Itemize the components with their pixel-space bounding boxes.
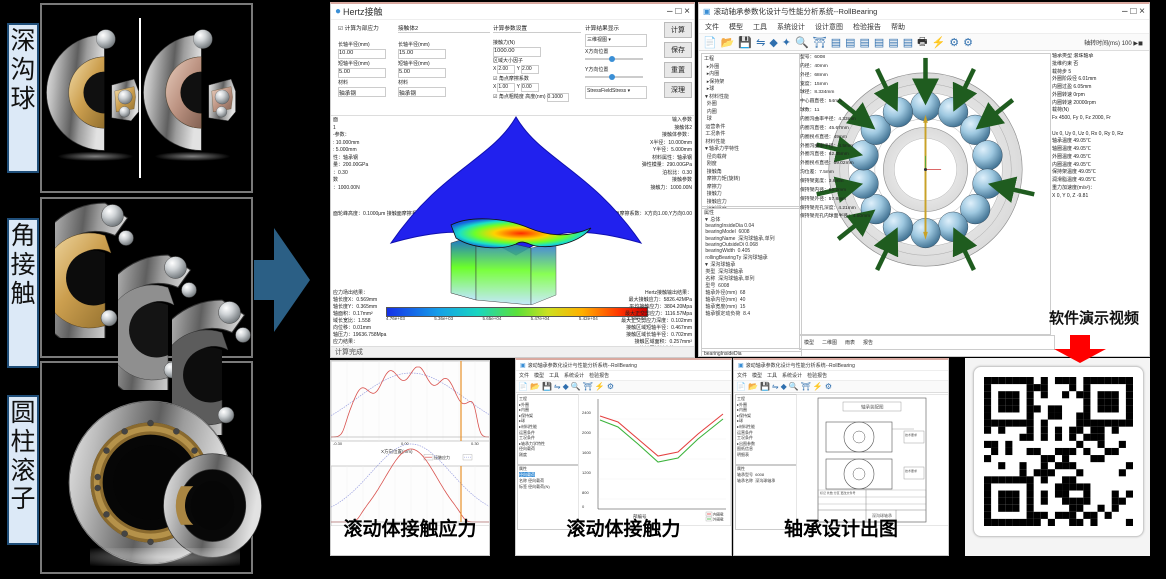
- svg-text:1200: 1200: [582, 470, 592, 475]
- svg-text:标记 处数 分区 更改文件号: 标记 处数 分区 更改文件号: [820, 490, 856, 495]
- svg-text:0.30: 0.30: [471, 441, 480, 446]
- svg-text:轴承装配图: 轴承装配图: [861, 404, 884, 411]
- svg-text:技术要求: 技术要求: [905, 432, 917, 437]
- svg-text:1600: 1600: [582, 450, 592, 455]
- svg-text:2400: 2400: [582, 410, 592, 415]
- svg-text:技术要求: 技术要求: [905, 468, 917, 473]
- svg-text:0.00: 0.00: [401, 441, 410, 446]
- svg-text:800: 800: [582, 490, 589, 495]
- svg-text:-0.30: -0.30: [333, 441, 343, 446]
- svg-text:2000: 2000: [582, 430, 592, 435]
